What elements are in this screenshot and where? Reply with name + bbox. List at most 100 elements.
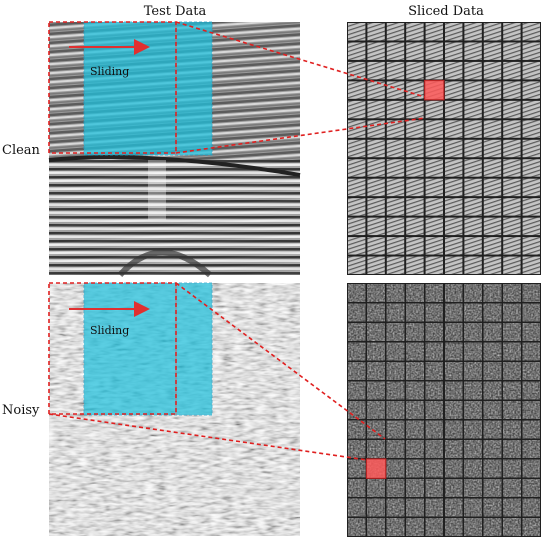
slice-cell [503,518,521,536]
slice-cell [522,120,540,138]
slice-cell [445,284,463,302]
slice-cell [386,120,405,138]
slice-cell [503,81,521,99]
slice-cell [522,342,540,361]
slice-cell [445,479,463,497]
slice-cell [464,459,482,478]
slice-cell [367,440,385,458]
slice-cell [503,159,521,177]
slice-cell [483,100,502,119]
slice-cell [503,23,521,41]
slice-cell [522,518,540,536]
slice-cell [367,303,385,322]
slice-cell [445,198,463,216]
slice-cell [367,198,385,216]
slice-cell [483,139,502,158]
slice-cell [348,42,366,60]
slice-cell [445,518,463,536]
slice-cell [367,237,385,255]
slice-cell [522,401,540,419]
slice-cell [425,217,443,236]
slice-cell [464,237,482,255]
slice-cell [522,81,540,99]
slice-cell [386,420,405,439]
slice-cell [386,159,405,177]
slice-cell [503,256,521,274]
slice-cell [386,479,405,497]
sliced-data-header: Sliced Data [408,4,484,19]
slice-cell [522,237,540,255]
slice-cell [464,381,482,400]
slice-cell [483,23,502,41]
slice-cell [425,120,443,138]
slice-cell [464,120,482,138]
slice-cell [445,217,463,236]
slice-cell [367,420,385,439]
slice-cell [445,362,463,380]
slice-cell [503,440,521,458]
noisy-sliding-label: Sliding [90,324,129,337]
slice-cell [483,159,502,177]
slice-cell [425,401,443,419]
clean-connector-top [175,21,426,98]
slice-cell [445,237,463,255]
slice-cell [425,139,443,158]
slice-cell [445,323,463,341]
slice-cell [425,420,443,439]
slice-cell [386,100,405,119]
slice-cell [503,61,521,80]
slice-cell [503,498,521,517]
slice-cell [483,198,502,216]
slice-cell [483,498,502,517]
slice-cell [464,323,482,341]
slice-cell [522,256,540,274]
clean-sliced-grid [347,22,541,275]
slice-cell [425,256,443,274]
slice-cell [348,217,366,236]
slice-cell [445,498,463,517]
slice-cell [483,459,502,478]
noisy-row-label: Noisy [2,403,40,418]
slice-cell [348,120,366,138]
slice-cell [348,420,366,439]
slice-cell [445,459,463,478]
slice-cell [348,498,366,517]
slice-cell [367,381,385,400]
slice-cell [367,178,385,197]
slice-cell [464,518,482,536]
slice-cell [406,362,424,380]
slice-cell [503,178,521,197]
slice-cell [445,100,463,119]
clean-sliding-label: Sliding [90,65,129,78]
slice-cell [445,178,463,197]
slice-cell [522,459,540,478]
clean-row-label: Clean [2,143,41,158]
slice-cell [386,342,405,361]
slice-cell [445,420,463,439]
slice-cell [464,217,482,236]
slice-cell [483,518,502,536]
slice-cell [425,159,443,177]
slice-cell [503,237,521,255]
slice-cell [503,401,521,419]
slice-cell [503,420,521,439]
slice-cell [464,100,482,119]
slice-cell [348,459,366,478]
slice-cell [445,342,463,361]
slice-cell [425,198,443,216]
slice-cell [464,362,482,380]
slice-cell [464,420,482,439]
slice-cell [425,518,443,536]
slice-cell [483,256,502,274]
slice-cell [386,81,405,99]
slice-cell [348,401,366,419]
slice-cell [386,256,405,274]
slice-cell [406,178,424,197]
slice-cell [425,459,443,478]
slice-cell [367,342,385,361]
slice-cell [406,120,424,138]
slice-cell [522,139,540,158]
slice-cell [425,303,443,322]
slice-cell [445,61,463,80]
